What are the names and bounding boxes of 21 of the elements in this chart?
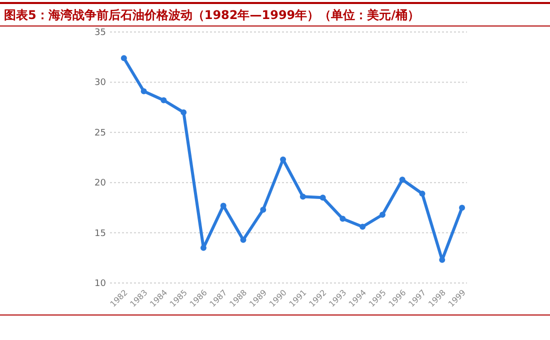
point bbox=[180, 109, 187, 116]
point bbox=[260, 206, 266, 213]
point bbox=[360, 224, 366, 230]
point bbox=[459, 204, 466, 211]
point bbox=[399, 176, 406, 183]
y-tick-label: 10 bbox=[94, 279, 106, 289]
point bbox=[160, 97, 167, 104]
y-tick-label: 20 bbox=[94, 178, 106, 189]
point bbox=[419, 190, 426, 197]
chart-title: 图表5：海湾战争前后石油价格波动（1982年—1999年）（单位：美元/桶） bbox=[4, 8, 420, 22]
y-tick-label: 35 bbox=[94, 28, 106, 38]
point bbox=[379, 212, 386, 218]
point bbox=[240, 236, 246, 243]
point bbox=[300, 194, 306, 200]
point bbox=[140, 88, 147, 94]
y-tick-label: 25 bbox=[94, 128, 106, 138]
y-tick-label: 30 bbox=[94, 78, 106, 88]
point bbox=[320, 194, 326, 201]
point bbox=[340, 216, 346, 222]
point bbox=[120, 55, 127, 62]
y-tick-label: 15 bbox=[94, 228, 106, 239]
